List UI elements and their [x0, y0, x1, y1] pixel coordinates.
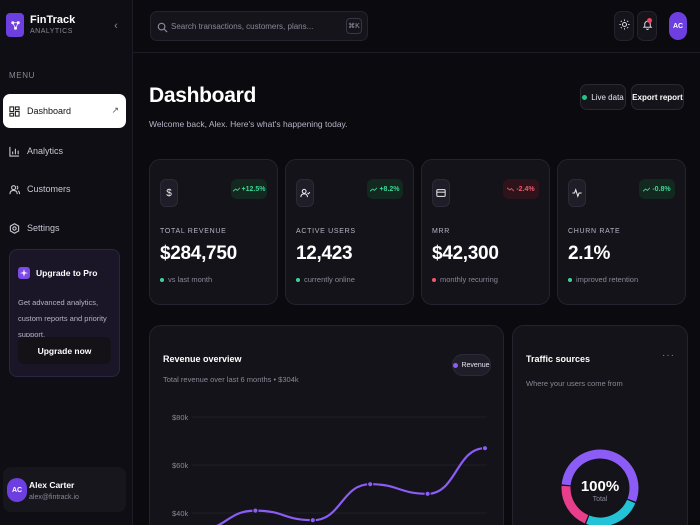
- bar-chart-icon: [8, 145, 20, 157]
- notifications-button[interactable]: [637, 11, 657, 41]
- grid-icon: [8, 105, 20, 117]
- data-point: [481, 445, 489, 452]
- legend-revenue[interactable]: Revenue: [452, 354, 491, 376]
- kpi-label: ACTIVE USERS: [296, 228, 356, 235]
- upgrade-title: Upgrade to Pro: [36, 268, 98, 278]
- sidebar-item-label: Settings: [27, 223, 60, 233]
- avatar: AC: [7, 478, 27, 502]
- search-icon: [157, 20, 169, 33]
- kpi-value: 2.1%: [568, 243, 611, 264]
- donut-slice: [561, 449, 639, 502]
- sidebar-item-customers[interactable]: Customers: [3, 172, 126, 206]
- donut-slice: [586, 499, 636, 525]
- trend-badge: -0.8%: [639, 179, 675, 199]
- kpi-card-churn-rate: -0.8% CHURN RATE 2.1% improved retention: [557, 159, 686, 305]
- panel-title: Revenue overview: [163, 354, 242, 364]
- menu-label: MENU: [9, 71, 35, 80]
- gear-icon: [8, 222, 20, 234]
- sidebar-item-label: Analytics: [27, 146, 64, 156]
- y-tick-label: $80k: [172, 413, 189, 422]
- live-indicator: [582, 94, 588, 100]
- sidebar-item-label: Customers: [27, 184, 71, 194]
- live-data-button[interactable]: Live data: [580, 84, 626, 110]
- kpi-value: 12,423: [296, 243, 353, 264]
- trend-badge: +8.2%: [367, 179, 403, 199]
- sidebar: FinTrack ANALYTICS ‹ MENU Dashboard ↗ An…: [0, 0, 133, 525]
- notification-dot: [647, 18, 652, 23]
- traffic-donut-chart: [561, 449, 639, 525]
- activity-icon: [568, 179, 586, 207]
- sidebar-item-settings[interactable]: Settings: [3, 211, 126, 245]
- live-data-label: Live data: [591, 92, 624, 102]
- trend-badge: +12.5%: [231, 179, 267, 199]
- traffic-sources-panel: Traffic sources Where your users come fr…: [512, 325, 688, 525]
- top-header: ⌘K AC: [133, 0, 700, 53]
- revenue-overview-panel: Revenue overview Total revenue over last…: [149, 325, 504, 525]
- arrow-up-right-icon: ↗: [111, 105, 119, 115]
- chevron-left-icon[interactable]: ‹: [114, 20, 118, 32]
- search-input[interactable]: [171, 17, 341, 35]
- kpi-value: $42,300: [432, 243, 499, 264]
- kpi-label: CHURN RATE: [568, 228, 621, 235]
- page-subtitle: Welcome back, Alex. Here's what's happen…: [149, 119, 348, 129]
- more-options-icon[interactable]: ···: [662, 350, 675, 361]
- panel-subtitle: Where your users come from: [526, 379, 623, 388]
- revenue-line-chart: $80k $60k $40k: [172, 413, 489, 525]
- sidebar-item-label: Dashboard: [27, 106, 72, 116]
- kpi-label: MRR: [432, 228, 451, 235]
- dollar-icon: $: [160, 179, 178, 207]
- kpi-label: TOTAL REVENUE: [160, 228, 227, 235]
- donut-slice: [561, 485, 589, 524]
- export-report-button[interactable]: Export report: [631, 84, 684, 110]
- search-bar[interactable]: ⌘K: [150, 11, 368, 41]
- donut-center: 100% Total: [573, 478, 627, 503]
- theme-toggle-button[interactable]: [614, 11, 634, 41]
- donut-total-label: Total: [592, 496, 608, 503]
- sun-icon: [618, 17, 630, 35]
- kpi-value: $284,750: [160, 243, 237, 264]
- users-icon: [8, 183, 20, 195]
- sparkle-icon: [18, 267, 30, 279]
- upgrade-button[interactable]: Upgrade now: [18, 337, 111, 364]
- avatar[interactable]: AC: [669, 12, 687, 40]
- donut-total-value: 100%: [580, 478, 620, 495]
- card-icon: [432, 179, 450, 207]
- user-name: Alex Carter: [29, 480, 75, 490]
- data-point: [367, 481, 374, 488]
- panel-title: Traffic sources: [526, 354, 591, 364]
- sidebar-item-dashboard[interactable]: Dashboard ↗: [3, 94, 126, 128]
- panel-subtitle: Total revenue over last 6 months • $304k: [163, 375, 299, 384]
- data-point: [309, 517, 316, 524]
- kpi-note: improved retention: [568, 275, 638, 284]
- user-card[interactable]: AC Alex Carter alex@fintrack.io: [3, 467, 126, 512]
- user-icon: [296, 179, 314, 207]
- kpi-card-total-revenue: $ +12.5% TOTAL REVENUE $284,750 vs last …: [149, 159, 278, 305]
- kpi-card-active-users: +8.2% ACTIVE USERS 12,423 currently onli…: [285, 159, 414, 305]
- y-tick-label: $40k: [172, 509, 189, 518]
- upgrade-card: Upgrade to Pro Get advanced analytics, c…: [9, 249, 120, 377]
- y-tick-label: $60k: [172, 461, 189, 470]
- kpi-note: monthly recurring: [432, 275, 498, 284]
- user-email: alex@fintrack.io: [29, 494, 79, 501]
- sidebar-item-analytics[interactable]: Analytics: [3, 134, 126, 168]
- kpi-note: currently online: [296, 275, 355, 284]
- upgrade-description: Get advanced analytics, custom reports a…: [18, 298, 107, 339]
- brand[interactable]: FinTrack ANALYTICS: [6, 13, 75, 37]
- data-point: [252, 507, 259, 514]
- trend-badge: -2.4%: [503, 179, 539, 199]
- brand-subtitle: ANALYTICS: [30, 28, 73, 35]
- kpi-card-mrr: -2.4% MRR $42,300 monthly recurring: [421, 159, 550, 305]
- kpi-note: vs last month: [160, 275, 212, 284]
- data-point: [424, 490, 431, 497]
- page-title: Dashboard: [149, 84, 256, 107]
- keyboard-shortcut: ⌘K: [346, 18, 362, 34]
- brand-name: FinTrack: [30, 14, 76, 26]
- logo-icon: [6, 13, 24, 37]
